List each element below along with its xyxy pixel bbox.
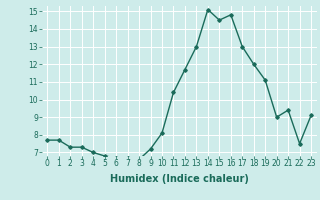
X-axis label: Humidex (Indice chaleur): Humidex (Indice chaleur) <box>110 174 249 184</box>
